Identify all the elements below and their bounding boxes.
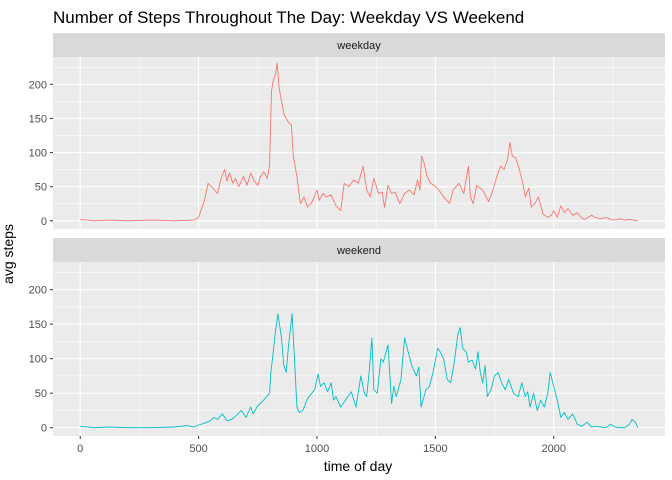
panel-background (53, 57, 665, 229)
x-tick-label: 500 (189, 443, 207, 455)
y-tick-label: 100 (29, 148, 47, 160)
chart-title: Number of Steps Throughout The Day: Week… (53, 8, 524, 27)
y-tick-label: 150 (29, 113, 47, 125)
facet-strip-weekday (53, 33, 665, 57)
weekday-panel: weekday 0 50 100 150 200 (29, 33, 665, 229)
y-tick-label: 150 (29, 319, 47, 331)
x-tick-label: 1500 (423, 443, 447, 455)
y-tick-label: 200 (29, 285, 47, 297)
series-line-weekend (80, 313, 639, 429)
y-axis-title: avg steps (0, 224, 16, 284)
x-tick-label: 1000 (305, 443, 329, 455)
y-tick-label: 200 (29, 79, 47, 91)
series-line-weekday (80, 62, 638, 222)
facet-label-weekday: weekday (336, 40, 381, 52)
y-tick-label: 0 (41, 423, 47, 435)
y-tick-label: 50 (35, 182, 47, 194)
y-tick-label: 50 (35, 388, 47, 400)
x-tick-label: 2000 (541, 443, 565, 455)
panel-background (53, 262, 665, 436)
weekend-panel: weekend 0 50 100 150 200 (29, 238, 665, 436)
x-tick-label: 0 (77, 443, 83, 455)
x-axis: 0 500 1000 1500 2000 (77, 436, 566, 455)
facet-strip-weekend (53, 238, 665, 262)
facet-label-weekend: weekend (336, 245, 381, 257)
y-tick-label: 100 (29, 354, 47, 366)
x-axis-title: time of day (324, 458, 392, 474)
y-tick-label: 0 (41, 216, 47, 228)
